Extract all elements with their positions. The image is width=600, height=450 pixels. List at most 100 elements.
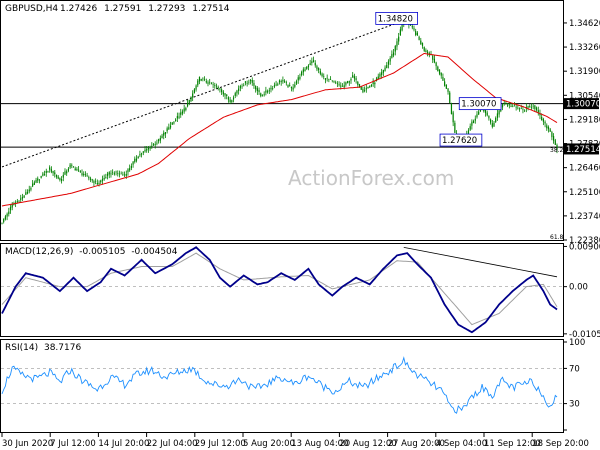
price-candle-body [43, 174, 46, 176]
price-candle-body [108, 172, 110, 175]
price-candle-body [98, 182, 100, 185]
price-candle-body [125, 174, 127, 176]
price-candle-body [295, 81, 298, 84]
ohlc-high: 1.27591 [104, 4, 141, 14]
price-candle-body [418, 36, 420, 40]
x-tick-label: 22 Jul 04:00 [147, 439, 198, 449]
price-candle-body [518, 108, 521, 110]
price-candle-body [30, 188, 32, 190]
price-candle-body [25, 192, 27, 195]
price-candle-body [314, 62, 316, 66]
price-candle-body [66, 171, 68, 174]
price-candle-body [318, 68, 320, 71]
price-candle-body [273, 85, 275, 87]
price-candle-body [130, 166, 132, 169]
price-candle-body [268, 90, 270, 92]
macd-y-tick-label: -0.010566 [569, 330, 600, 340]
price-candle-body [149, 148, 151, 149]
price-candle-body [28, 189, 30, 192]
price-candle-body [137, 156, 139, 159]
price-candle-body [352, 75, 354, 78]
last-price-tag-box [564, 143, 599, 155]
price-candle-body [425, 50, 427, 53]
price-candle-body [23, 195, 25, 198]
price-candle-body [386, 65, 388, 69]
price-candle-body [503, 103, 505, 104]
price-candle-body [311, 61, 313, 64]
price-candle-body [164, 132, 167, 135]
price-candle-body [96, 183, 98, 185]
macd-panel-frame [0, 243, 564, 337]
price-candle-body [178, 116, 180, 118]
price-candle-body [280, 81, 282, 82]
price-y-tick-label: 1.22380 [569, 236, 600, 246]
price-candle-body [435, 62, 437, 67]
price-candle-body [67, 168, 69, 171]
price-candle-body [35, 179, 37, 183]
price-candle-body [449, 92, 451, 103]
price-candle-body [50, 169, 52, 172]
rsi-y-tick-label: 70 [569, 364, 580, 374]
price-candle-body [382, 70, 384, 73]
price-candle-body [554, 140, 556, 145]
price-candle-body [522, 109, 524, 110]
price-candle-body [42, 173, 44, 176]
price-candle-body [367, 87, 369, 89]
macd-signal-value: -0.004504 [131, 247, 177, 257]
price-candle-body [399, 29, 401, 36]
price-candle-body [323, 76, 325, 77]
x-tick-label: 20 Aug 12:00 [339, 439, 396, 449]
price-candle-body [88, 177, 90, 179]
price-candle-body [324, 78, 327, 80]
price-candle-body [110, 173, 112, 175]
price-candle-body [11, 204, 13, 208]
price-candle-body [198, 76, 201, 82]
price-candle-body [365, 88, 367, 90]
price-candle-body [236, 90, 238, 94]
price-y-tick-label: 1.33260 [569, 43, 600, 53]
price-candle-body [411, 26, 413, 28]
price-panel-title: GBPUSD,H4 [5, 4, 58, 14]
price-candle-body [312, 60, 315, 63]
price-candle-body [217, 86, 219, 88]
price-candle-body [409, 24, 412, 26]
price-candle-body [57, 176, 59, 179]
price-candle-body [381, 72, 383, 75]
price-candle-body [52, 170, 54, 174]
price-candle-body [331, 80, 333, 81]
price-candle-body [166, 128, 168, 132]
price-candle-body [438, 69, 441, 74]
price-candle-body [239, 85, 241, 89]
price-candle-body [55, 174, 58, 177]
price-candle-body [181, 111, 184, 114]
watermark: ActionForex.com [288, 166, 454, 190]
price-candle-body [552, 136, 555, 141]
price-candle-body [127, 169, 129, 173]
price-candle-body [16, 201, 18, 203]
price-candle-body [420, 40, 422, 45]
price-candle-body [129, 168, 131, 171]
price-candle-body [241, 85, 243, 87]
rsi-y-tick-label: 100 [569, 338, 585, 348]
price-candle-body [13, 203, 15, 206]
price-candle-body [289, 85, 291, 86]
price-candle-body [556, 144, 558, 150]
price-candle-body [358, 84, 361, 88]
price-candle-body [38, 179, 41, 181]
price-candle-body [59, 178, 61, 181]
price-candle-body [163, 132, 165, 136]
price-candle-body [79, 171, 81, 172]
rsi-title: RSI(14) [5, 343, 38, 353]
price-candle-body [309, 63, 311, 66]
price-candle-body [297, 77, 299, 81]
price-candle-body [270, 87, 272, 90]
price-candle-body [45, 170, 47, 173]
price-candle-body [175, 119, 177, 122]
price-candle-body [292, 87, 294, 90]
price-candle-body [508, 104, 510, 106]
price-candle-body [510, 105, 512, 107]
price-candle-body [105, 177, 107, 179]
price-candle-body [294, 84, 296, 87]
price-candle-body [207, 82, 209, 84]
price-candle-body [78, 169, 80, 171]
